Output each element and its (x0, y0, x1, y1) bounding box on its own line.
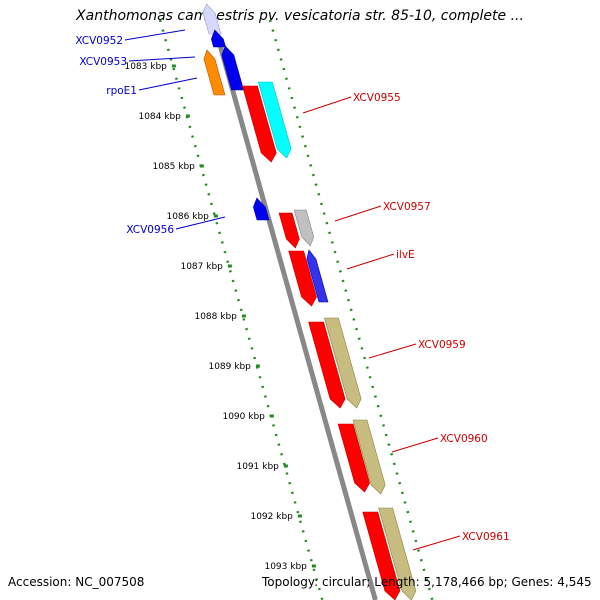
gene-label-xcv0953[interactable]: XCV0953 (79, 56, 127, 68)
tick-label: 1086 kbp (166, 212, 209, 222)
tick-label: 1091 kbp (236, 462, 279, 472)
tick-label: 1087 kbp (180, 262, 223, 272)
leader-line-xcv0955 (302, 96, 352, 114)
tick-label: 1090 kbp (222, 412, 265, 422)
gene-label-rpoe1[interactable]: rpoE1 (106, 85, 137, 97)
gene-xcv0960-arrow[interactable] (337, 423, 370, 493)
gene-ilve-cds-arrow[interactable] (306, 249, 329, 303)
tick-label: 1084 kbp (138, 112, 181, 122)
map-title: Xanthomonas campestris pv. vesicatoria s… (76, 8, 524, 24)
tick-label: 1092 kbp (250, 512, 293, 522)
gene-label-xcv0961[interactable]: XCV0961 (462, 531, 510, 543)
tick-mark (227, 264, 232, 268)
leader-line-xcv0959 (368, 343, 417, 359)
accession-text: Accession: NC_007508 (8, 575, 145, 589)
tick-mark (297, 514, 302, 518)
leader-line-xcv0956 (175, 216, 226, 230)
leader-line-ilve (346, 253, 395, 270)
gene-xcv0957-cds-arrow[interactable] (293, 209, 315, 247)
ring-inner-guide (158, 19, 324, 600)
tick-mark (269, 414, 274, 418)
tick-mark (171, 64, 176, 68)
gene-rpoe1-cds-arrow[interactable] (203, 49, 226, 96)
tick-label: 1088 kbp (194, 312, 237, 322)
leader-line-xcv0952 (124, 29, 186, 41)
leader-line-xcv0961 (412, 535, 461, 551)
gene-ilve-arrow[interactable] (288, 250, 317, 307)
gene-xcv0955-cds-arrow[interactable] (257, 81, 292, 159)
leader-line-xcv0953 (128, 56, 196, 62)
sequence-backbone (210, 19, 378, 600)
gene-xcv0952-arrow[interactable] (211, 29, 226, 48)
gene-label-xcv0955[interactable]: XCV0955 (353, 92, 401, 104)
gene-label-xcv0952[interactable]: XCV0952 (75, 35, 123, 47)
leader-line-xcv0960 (391, 437, 439, 453)
tick-mark (283, 464, 288, 468)
tick-mark (311, 564, 316, 568)
leader-line-rpoe1 (138, 77, 198, 91)
tick-label: 1093 kbp (264, 562, 307, 572)
gene-label-xcv0957[interactable]: XCV0957 (383, 201, 431, 213)
gene-label-xcv0960[interactable]: XCV0960 (440, 433, 488, 445)
gene-label-ilve[interactable]: ilvE (396, 249, 415, 261)
tick-label: 1085 kbp (152, 162, 195, 172)
tick-label: 1089 kbp (208, 362, 251, 372)
gene-xcv0953-arrow[interactable] (221, 45, 244, 91)
tick-mark (213, 214, 218, 218)
tick-label: 1083 kbp (124, 62, 167, 72)
ring-outer-guide (268, 19, 434, 600)
gene-xcv0961-cds-arrow[interactable] (378, 507, 417, 600)
tick-mark (241, 314, 246, 318)
gene-xcv0959-cds-arrow[interactable] (324, 317, 362, 409)
gene-xcv0959-arrow[interactable] (308, 321, 346, 409)
gene-xcv0952-faded-arrow[interactable] (202, 3, 222, 35)
gene-xcv0960-cds-arrow[interactable] (352, 419, 386, 495)
leader-line-xcv0957 (334, 205, 382, 222)
gene-xcv0955-arrow[interactable] (242, 85, 277, 163)
gene-xcv0957-arrow[interactable] (278, 212, 300, 249)
tick-mark (255, 364, 260, 368)
tick-mark (199, 164, 204, 168)
tick-mark (185, 114, 190, 118)
topology-text: Topology: circular; Length: 5,178,466 bp… (262, 575, 592, 589)
gene-label-xcv0956[interactable]: XCV0956 (126, 224, 174, 236)
gene-label-xcv0959[interactable]: XCV0959 (418, 339, 466, 351)
gene-xcv0956-arrow[interactable] (253, 197, 270, 221)
gene-xcv0961-arrow[interactable] (362, 511, 401, 600)
